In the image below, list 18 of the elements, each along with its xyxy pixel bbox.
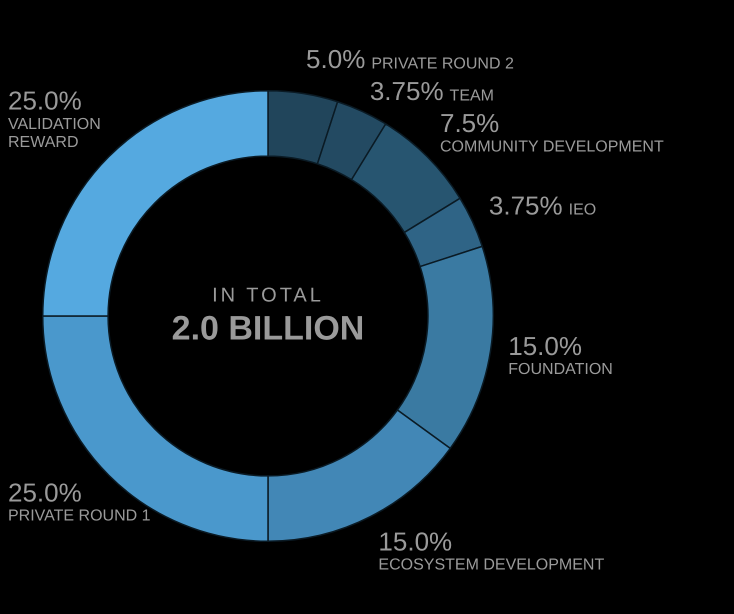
- data-label: 5.0%: [306, 44, 366, 74]
- slice-label: IEO: [568, 202, 596, 219]
- data-label: 3.75%: [488, 190, 563, 220]
- slice-label: TEAM: [450, 87, 494, 104]
- text: IN TOTAL: [212, 284, 324, 307]
- slice-label: PRIVATE ROUND 2: [371, 55, 514, 72]
- slice-label: ECOSYSTEM DEVELOPMENT: [378, 556, 604, 574]
- data-label: 7.5%: [440, 108, 500, 138]
- data-label: 25.0%: [8, 477, 82, 508]
- slice-label: COMMUNITY DEVELOPMENT: [440, 138, 664, 156]
- text: 2.0 BILLION: [172, 309, 364, 348]
- data-label: 25.0%: [8, 86, 82, 116]
- slice-label: PRIVATE ROUND 1: [8, 508, 151, 525]
- slice-label: FOUNDATION: [508, 361, 613, 378]
- data-label: 3.75%: [370, 76, 444, 106]
- data-label: 15.0%: [508, 330, 582, 361]
- slice-label: VALIDATION REWARD: [8, 116, 101, 151]
- data-label: 15.0%: [378, 526, 452, 556]
